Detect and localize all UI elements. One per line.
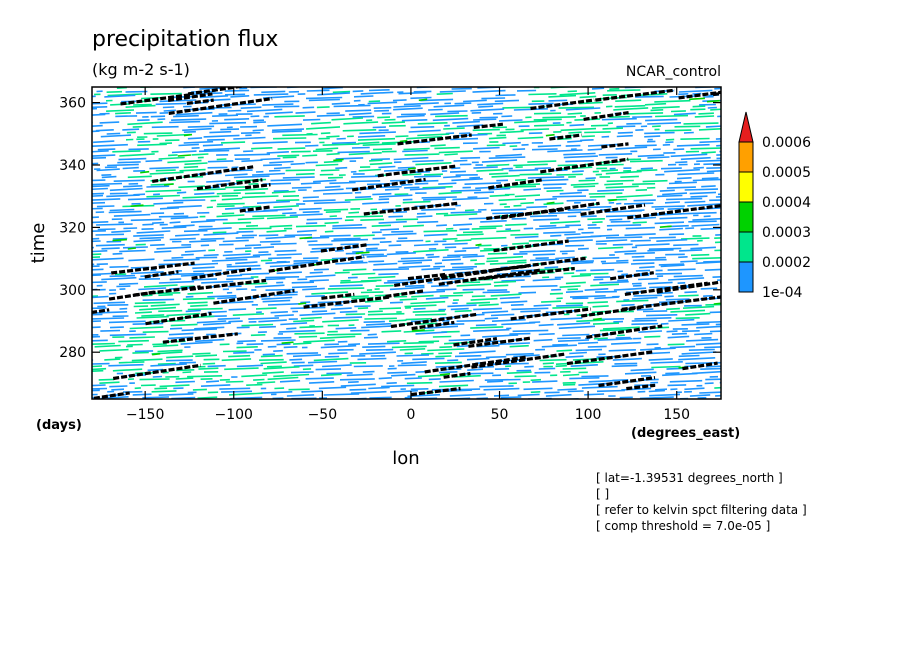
- dataset-label: NCAR_control: [626, 64, 721, 80]
- colorbar-label: 0.0003: [762, 225, 811, 241]
- chart-units: (kg m-2 s-1): [92, 60, 190, 79]
- colorbar: 1e-04 0.0002 0.0003 0.0004 0.0005 0.0006: [738, 111, 811, 301]
- plot-area: [92, 87, 721, 399]
- x-tick-label: −50: [308, 407, 338, 423]
- colorbar-label: 0.0002: [762, 255, 811, 271]
- x-tick-label: 100: [575, 407, 602, 423]
- annotation-line: [ lat=-1.39531 degrees_north ]: [596, 471, 783, 485]
- x-axis-label: lon: [392, 448, 419, 469]
- plot-frame: [91, 86, 722, 400]
- chart-title: precipitation flux: [92, 27, 278, 52]
- x-tick-label: 50: [491, 407, 509, 423]
- y-unit-label: (days): [36, 418, 82, 433]
- colorbar-label: 0.0005: [762, 165, 811, 181]
- y-axis-label: time: [28, 223, 49, 264]
- y-tick-label: 360: [59, 96, 86, 112]
- colorbar-box: [738, 141, 754, 173]
- y-tick-label: 300: [59, 283, 86, 299]
- y-tick-label: 340: [59, 158, 86, 174]
- precipitation-field: [92, 87, 721, 399]
- colorbar-extend-arrow: [738, 111, 754, 143]
- x-tick-label: −100: [215, 407, 253, 423]
- annotation-line: [ ]: [596, 487, 609, 501]
- y-tick-label: 280: [59, 345, 86, 361]
- x-tick-label: −150: [126, 407, 164, 423]
- annotations: [ lat=-1.39531 degrees_north ] [ ] [ ref…: [596, 471, 807, 533]
- annotation-line: [ comp threshold = 7.0e-05 ]: [596, 519, 770, 533]
- colorbar-box: [738, 261, 754, 293]
- colorbar-box: [738, 231, 754, 263]
- x-unit-label: (degrees_east): [631, 426, 740, 441]
- y-tick-label: 320: [59, 220, 86, 236]
- x-axis: −150 −100 −50 0 50 100 150: [126, 87, 690, 423]
- x-tick-label: 0: [406, 407, 415, 423]
- colorbar-box: [738, 201, 754, 233]
- colorbar-label: 1e-04: [762, 285, 802, 301]
- y-axis: 280 300 320 340 360: [59, 96, 721, 361]
- kelvin-wave-streaks: [92, 87, 721, 399]
- colorbar-box: [738, 171, 754, 203]
- colorbar-label: 0.0006: [762, 135, 811, 151]
- annotation-line: [ refer to kelvin spct filtering data ]: [596, 503, 807, 517]
- colorbar-label: 0.0004: [762, 195, 811, 211]
- x-tick-label: 150: [663, 407, 690, 423]
